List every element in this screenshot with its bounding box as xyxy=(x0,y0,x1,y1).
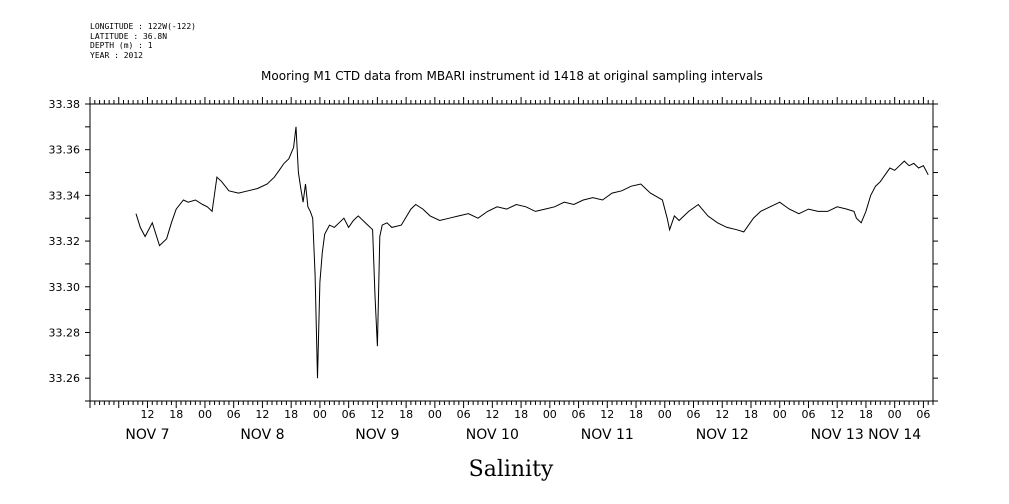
chart-title: Mooring M1 CTD data from MBARI instrumen… xyxy=(261,69,763,83)
metadata-block: LONGITUDE : 122W(-122) LATITUDE : 36.8N … xyxy=(90,22,196,60)
hour-tick-label: 06 xyxy=(457,408,471,421)
hour-tick-label: 18 xyxy=(629,408,643,421)
y-tick-label: 33.28 xyxy=(49,326,81,339)
y-tick-label: 33.32 xyxy=(49,235,81,248)
hour-tick-label: 00 xyxy=(658,408,672,421)
day-label: NOV 11 xyxy=(581,427,634,443)
hour-tick-label: 06 xyxy=(687,408,701,421)
hour-tick-label: 12 xyxy=(600,408,614,421)
hour-tick-label: 18 xyxy=(859,408,873,421)
hour-tick-label: 12 xyxy=(485,408,499,421)
hour-tick-label: 06 xyxy=(342,408,356,421)
hour-tick-label: 18 xyxy=(284,408,298,421)
depth-text: DEPTH (m) : 1 xyxy=(90,41,153,50)
y-tick-label: 33.38 xyxy=(49,98,81,111)
hour-tick-label: 06 xyxy=(227,408,241,421)
hour-tick-label: 12 xyxy=(255,408,269,421)
day-label: NOV 13 xyxy=(811,427,864,443)
day-label: NOV 10 xyxy=(466,427,519,443)
y-axis: 33.26 33.28 33.30 33.32 33.34 33.36 33.38 xyxy=(49,98,938,402)
hour-tick-label: 00 xyxy=(428,408,442,421)
y-tick-label: 33.36 xyxy=(49,144,81,157)
hour-tick-label: 12 xyxy=(715,408,729,421)
hour-tick-label: 18 xyxy=(744,408,758,421)
x-axis: 12 18 00 06 12 18 00 06 12 18 00 06 12 18 00 06 12 18 00 06… xyxy=(89,97,934,443)
hour-tick-label: 00 xyxy=(198,408,212,421)
series-line xyxy=(135,126,929,379)
hour-tick-label: 12 xyxy=(370,408,384,421)
day-label: NOV 12 xyxy=(696,427,749,443)
hour-tick-label: 06 xyxy=(572,408,586,421)
year-text: YEAR : 2012 xyxy=(90,50,143,60)
day-label: NOV 14 xyxy=(868,427,921,443)
hour-tick-label: 00 xyxy=(543,408,557,421)
hour-tick-label: 12 xyxy=(140,408,154,421)
day-label: NOV 8 xyxy=(240,427,284,443)
hour-tick-label: 12 xyxy=(830,408,844,421)
x-axis-label: Salinity xyxy=(469,457,554,482)
y-tick-label: 33.34 xyxy=(49,189,81,202)
hour-tick-label: 18 xyxy=(399,408,413,421)
hour-tick-label: 06 xyxy=(801,408,815,421)
y-tick-label: 33.30 xyxy=(49,281,81,294)
hour-tick-label: 06 xyxy=(916,408,930,421)
plot-frame xyxy=(89,103,934,402)
y-tick-label: 33.26 xyxy=(49,372,81,385)
hour-tick-label: 18 xyxy=(514,408,528,421)
longitude-text: LONGITUDE : 122W(-122) xyxy=(90,22,196,31)
hour-tick-label: 00 xyxy=(313,408,327,421)
latitude-text: LATITUDE : 36.8N xyxy=(90,31,168,41)
series-layer xyxy=(135,126,929,379)
hour-tick-label: 00 xyxy=(773,408,787,421)
hour-tick-label: 00 xyxy=(888,408,902,421)
day-label: NOV 7 xyxy=(125,427,169,443)
day-label: NOV 9 xyxy=(355,427,399,443)
hour-tick-label: 18 xyxy=(169,408,183,421)
